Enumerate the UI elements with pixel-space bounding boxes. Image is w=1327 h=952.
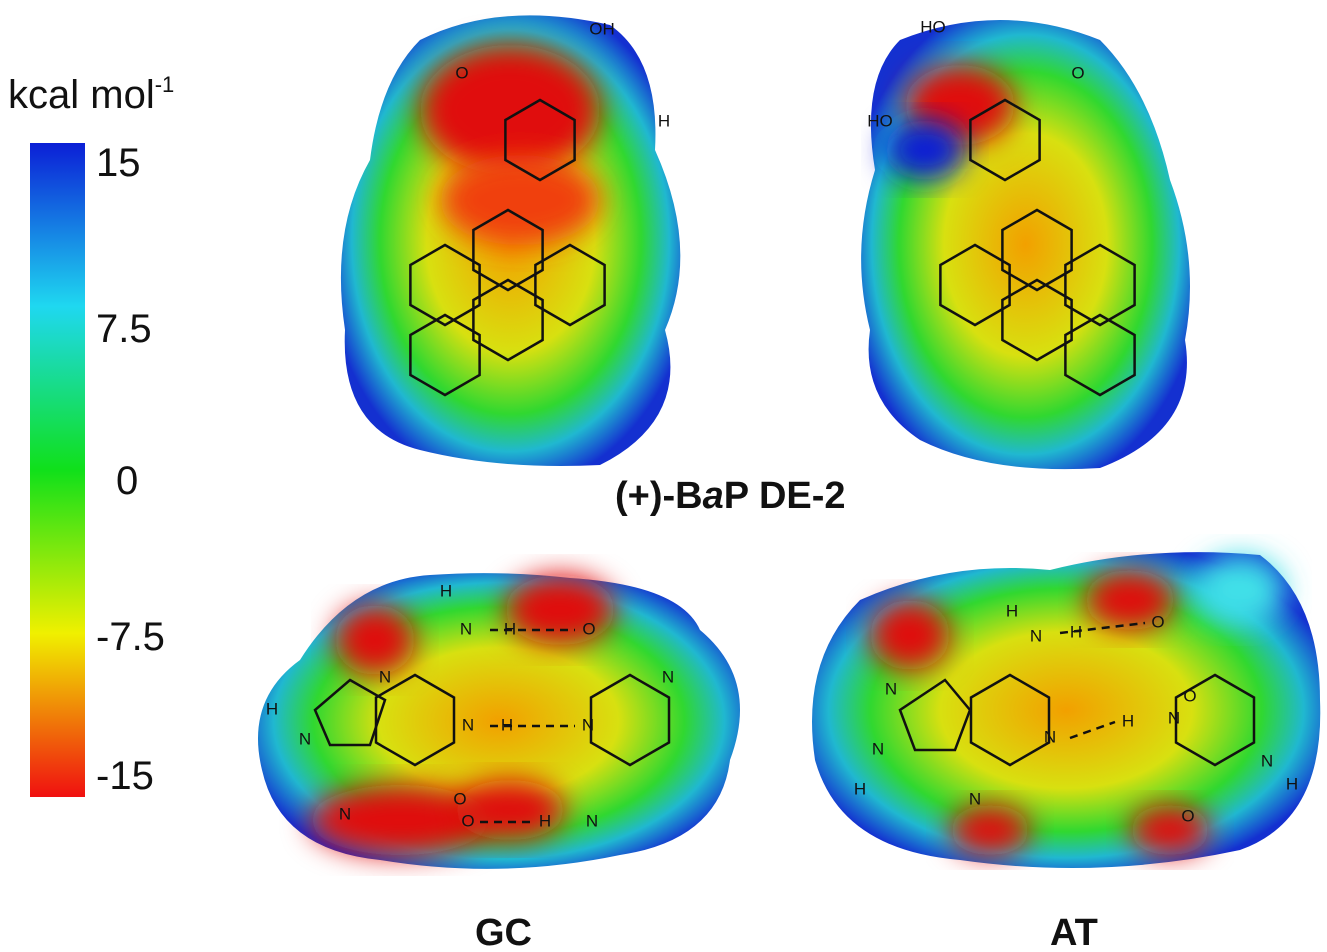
atom-label: O bbox=[453, 789, 466, 808]
unit-text: kcal mol bbox=[8, 73, 155, 117]
atom-label: H bbox=[539, 811, 551, 830]
atom-label: N bbox=[1261, 751, 1273, 770]
atom-label: O bbox=[1183, 686, 1196, 705]
negative-region bbox=[870, 600, 950, 670]
negative-region bbox=[1130, 805, 1210, 855]
atom-label: OH bbox=[589, 19, 615, 38]
atom-label: O bbox=[1071, 63, 1084, 82]
atom-label: H bbox=[1122, 711, 1134, 730]
negative-region bbox=[335, 605, 415, 675]
negative-region bbox=[950, 805, 1030, 855]
atom-label: N bbox=[299, 729, 311, 748]
positive-region bbox=[885, 120, 965, 180]
atom-label: N bbox=[462, 715, 474, 734]
color-scale: kcal mol-1 15 7.5 0 -7.5 -15 bbox=[8, 72, 174, 798]
atom-label: H bbox=[504, 619, 516, 638]
title-part: a bbox=[703, 475, 724, 517]
atom-label: N bbox=[969, 789, 981, 808]
atom-label: HO bbox=[867, 111, 893, 130]
atom-label: N bbox=[885, 679, 897, 698]
title-part: (+)-B bbox=[615, 475, 703, 517]
atom-label: HO bbox=[920, 17, 946, 36]
unit: kcal mol-1 bbox=[8, 72, 174, 117]
surfaces bbox=[258, 15, 1320, 869]
atom-label: N bbox=[582, 715, 594, 734]
at-label: AT bbox=[1050, 912, 1098, 952]
atom-label: H bbox=[501, 715, 513, 734]
color-bar bbox=[30, 143, 85, 797]
scale-label: 15 bbox=[96, 141, 141, 185]
atom-label: H bbox=[1006, 601, 1018, 620]
atom-label: N bbox=[662, 667, 674, 686]
atom-label: N bbox=[379, 667, 391, 686]
unit-exponent: -1 bbox=[155, 72, 175, 97]
atom-label: N bbox=[586, 811, 598, 830]
atom-label: N bbox=[1168, 708, 1180, 727]
negative-region bbox=[505, 575, 615, 645]
atom-label: N bbox=[339, 804, 351, 823]
atom-label: H bbox=[1070, 622, 1082, 641]
title-part: P DE-2 bbox=[724, 475, 846, 517]
atom-label: N bbox=[1044, 727, 1056, 746]
scale-label: 0 bbox=[116, 459, 138, 503]
bap-title: (+)-BaP DE-2 bbox=[615, 475, 846, 517]
atom-label: N bbox=[460, 619, 472, 638]
scale-label: -7.5 bbox=[96, 615, 165, 659]
gc-label: GC bbox=[475, 912, 532, 952]
atom-label: H bbox=[854, 779, 866, 798]
atom-label: O bbox=[582, 619, 595, 638]
negative-region bbox=[455, 780, 565, 840]
atom-label: N bbox=[872, 739, 884, 758]
atom-label: N bbox=[1030, 626, 1042, 645]
atom-label: H bbox=[658, 111, 670, 130]
atom-label: O bbox=[1181, 806, 1194, 825]
atom-label: H bbox=[440, 581, 452, 600]
bap-surface-right bbox=[861, 20, 1190, 469]
figure: kcal mol-1 15 7.5 0 -7.5 -15 (+)-BaP DE-… bbox=[0, 0, 1327, 952]
atom-label: O bbox=[461, 811, 474, 830]
scale-label: -15 bbox=[96, 754, 154, 798]
atom-label: O bbox=[455, 63, 468, 82]
scale-label: 7.5 bbox=[96, 307, 152, 351]
atom-label: O bbox=[1151, 612, 1164, 631]
positive-region bbox=[1195, 555, 1285, 625]
atom-label: H bbox=[266, 699, 278, 718]
atom-label: H bbox=[1286, 774, 1298, 793]
